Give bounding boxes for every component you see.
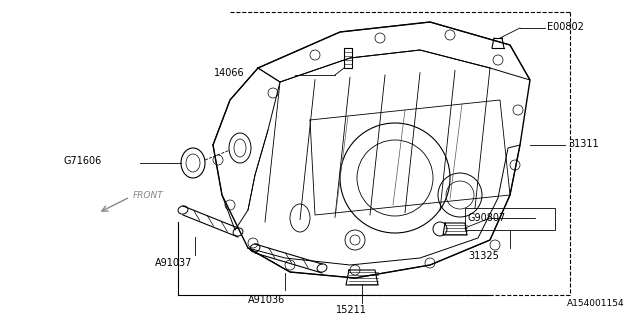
Text: E00802: E00802 [547, 22, 584, 32]
Text: A91037: A91037 [155, 258, 193, 268]
Text: A91036: A91036 [248, 295, 285, 305]
Text: 31311: 31311 [568, 139, 598, 149]
Bar [465, 208, 555, 230]
Text: FRONT: FRONT [133, 190, 164, 199]
Text: G90807: G90807 [468, 213, 506, 223]
Text: 15211: 15211 [336, 305, 367, 315]
Text: G71606: G71606 [63, 156, 101, 166]
Text: A154001154: A154001154 [568, 299, 625, 308]
Text: 14066: 14066 [214, 68, 244, 78]
Text: 31325: 31325 [468, 251, 499, 261]
